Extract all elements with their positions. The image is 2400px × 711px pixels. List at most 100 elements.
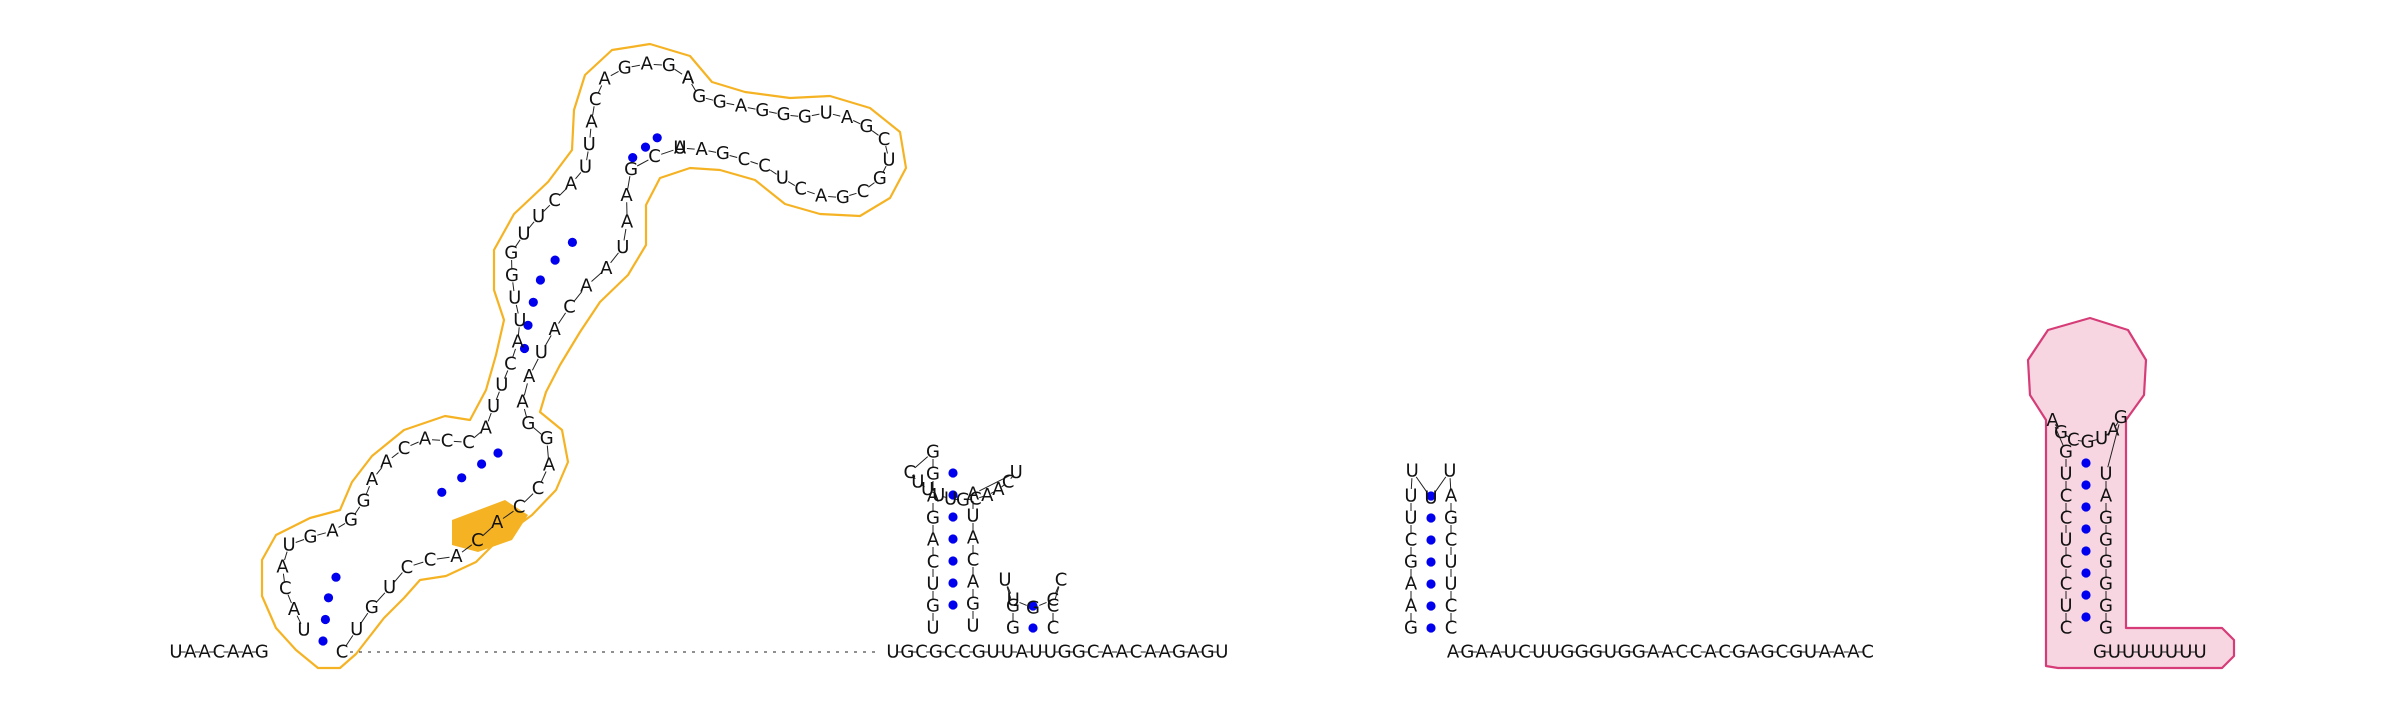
backbone-link: [317, 532, 326, 536]
backbone-link: [2115, 421, 2119, 427]
base-pair-dot: [948, 534, 958, 544]
nucleotide-helix-3-5p: G: [1006, 618, 1020, 639]
nucleotide-helix-4-3p: U: [1444, 574, 1457, 595]
nucleotide-bottom-run-2: U: [1532, 642, 1545, 663]
nucleotide-bottom-run-1: G: [1172, 642, 1186, 663]
backbone-link: [2107, 424, 2120, 468]
base-pair-dot: [1426, 579, 1436, 589]
base-pair-dot: [323, 593, 334, 603]
backbone-link: [473, 432, 481, 439]
nucleotide-bottom-run-1: G: [900, 642, 914, 663]
nucleotide-terminator-5p: U: [2059, 596, 2072, 617]
backbone-link: [942, 495, 947, 499]
nucleotide-bottom-run-2: G: [1632, 642, 1646, 663]
nucleotide-bottom-run-2: C: [1718, 642, 1731, 663]
backbone-link: [1006, 586, 1012, 600]
nucleotide-motif-1-seg-c: C: [513, 497, 526, 518]
base-pair-dot: [2081, 458, 2091, 468]
nucleotide-bottom-run-1: A: [1187, 642, 1200, 663]
nucleotide-motif-1-seg-b: A: [682, 68, 695, 89]
nucleotide-motif-1-seg-b: G: [777, 104, 791, 125]
nucleotide-helix-4-5p: G: [1404, 552, 1418, 573]
nucleotide-motif-1-seg-c: U: [535, 342, 548, 363]
nucleotide-bottom-run-1: A: [1159, 642, 1172, 663]
nucleotide-helix-2-3p: U: [966, 616, 979, 637]
nucleotide-bottom-run-1: U: [1044, 642, 1057, 663]
backbone-link: [871, 130, 879, 136]
backbone-link: [930, 490, 936, 494]
nucleotide-leader: A: [227, 642, 240, 663]
nucleotide-bottom-run-1: C: [1087, 642, 1100, 663]
nucleotide-tail: U: [2108, 642, 2121, 663]
backbone-link: [575, 172, 582, 180]
base-pair-dot: [567, 237, 578, 247]
backbone-link: [747, 107, 756, 110]
nucleotide-helix-4-5p: U: [1404, 508, 1417, 529]
nucleotide-tail: U: [2151, 642, 2164, 663]
nucleotide-bottom-run-2: U: [1547, 642, 1560, 663]
nucleotide-bottom-run-2: G: [1460, 642, 1474, 663]
nucleotide-motif-1-seg-a: A: [326, 521, 339, 542]
backbone-link: [365, 486, 370, 495]
backbone-link: [768, 111, 777, 114]
nucleotide-motif-1-seg-c: A: [516, 392, 529, 413]
nucleotide-helix-2-loop: C: [1002, 471, 1015, 492]
nucleotide-helix-4-5p: C: [1405, 530, 1418, 551]
nucleotide-helix-3-loop: C: [1055, 570, 1068, 591]
backbone-link: [559, 188, 567, 196]
nucleotide-motif-1-seg-c: A: [523, 366, 536, 387]
nucleotide-tail: U: [2136, 642, 2149, 663]
nucleotide-motif-1-seg-c: C: [532, 478, 545, 499]
backbone-link: [2077, 440, 2084, 442]
nucleotide-helix-2-loop: U: [921, 479, 934, 500]
nucleotide-helix-2-5p: A: [927, 486, 940, 507]
base-pair-dot: [1426, 557, 1436, 567]
backbone-link: [729, 155, 738, 158]
base-pair-dot: [2081, 612, 2091, 622]
nucleotide-bottom-run-2: A: [1704, 642, 1717, 663]
nucleotide-motif-1-seg-b: A: [841, 107, 854, 128]
nucleotide-bottom-run-2: U: [1804, 642, 1817, 663]
nucleotide-motif-1-seg-a: G: [504, 243, 518, 264]
backbone-link: [523, 408, 527, 417]
base-pair-dot: [628, 153, 638, 163]
nucleotide-helix-2-5p: U: [926, 574, 939, 595]
nucleotide-motif-1-seg-a: U: [487, 396, 500, 417]
base-pair-dot: [477, 459, 487, 469]
nucleotide-motif-1-seg-a: C: [504, 353, 517, 374]
nucleotide-helix-4-3p: C: [1445, 530, 1458, 551]
backbone-link: [787, 181, 796, 187]
base-pair-dot: [2081, 524, 2091, 534]
backbone-link: [914, 456, 929, 469]
backbone-link: [610, 70, 619, 77]
backbone-link: [868, 182, 875, 188]
backbone-link: [2105, 432, 2110, 437]
backbone-link: [284, 551, 288, 561]
nucleotide-helix-2-loop: A: [981, 485, 994, 506]
nucleotide-helix-4-loop: U: [1406, 461, 1419, 482]
nucleotide-tail: U: [2122, 642, 2135, 663]
backbone-link: [360, 612, 369, 624]
nucleotide-helix-2-5p: G: [926, 442, 940, 463]
nucleotide-motif-1-seg-a: A: [288, 599, 301, 620]
nucleotide-motif-1-seg-a: C: [279, 578, 292, 599]
backbone-link: [623, 228, 627, 241]
nucleotide-terminator-5p: C: [2060, 574, 2073, 595]
backbone-link: [708, 150, 717, 153]
backbone-link: [354, 506, 361, 515]
base-pair-dot: [535, 275, 546, 285]
nucleotide-tail: U: [2179, 642, 2192, 663]
nucleotide-bottom-run-2: A: [1475, 642, 1488, 663]
backbone-link: [631, 64, 640, 68]
nucleotide-motif-1-seg-c: C: [563, 297, 576, 318]
backbone-link: [393, 572, 403, 583]
backbone-link: [832, 113, 841, 117]
backbone-link: [533, 427, 542, 435]
backbone-link: [1054, 586, 1060, 600]
nucleotide-bottom-run-2: A: [1447, 642, 1460, 663]
motif-outline-layer: [260, 42, 2236, 670]
nucleotide-helix-2-3p: G: [966, 594, 980, 615]
backbone-link: [345, 635, 354, 647]
nucleotide-motif-1-seg-c: C: [648, 146, 661, 167]
